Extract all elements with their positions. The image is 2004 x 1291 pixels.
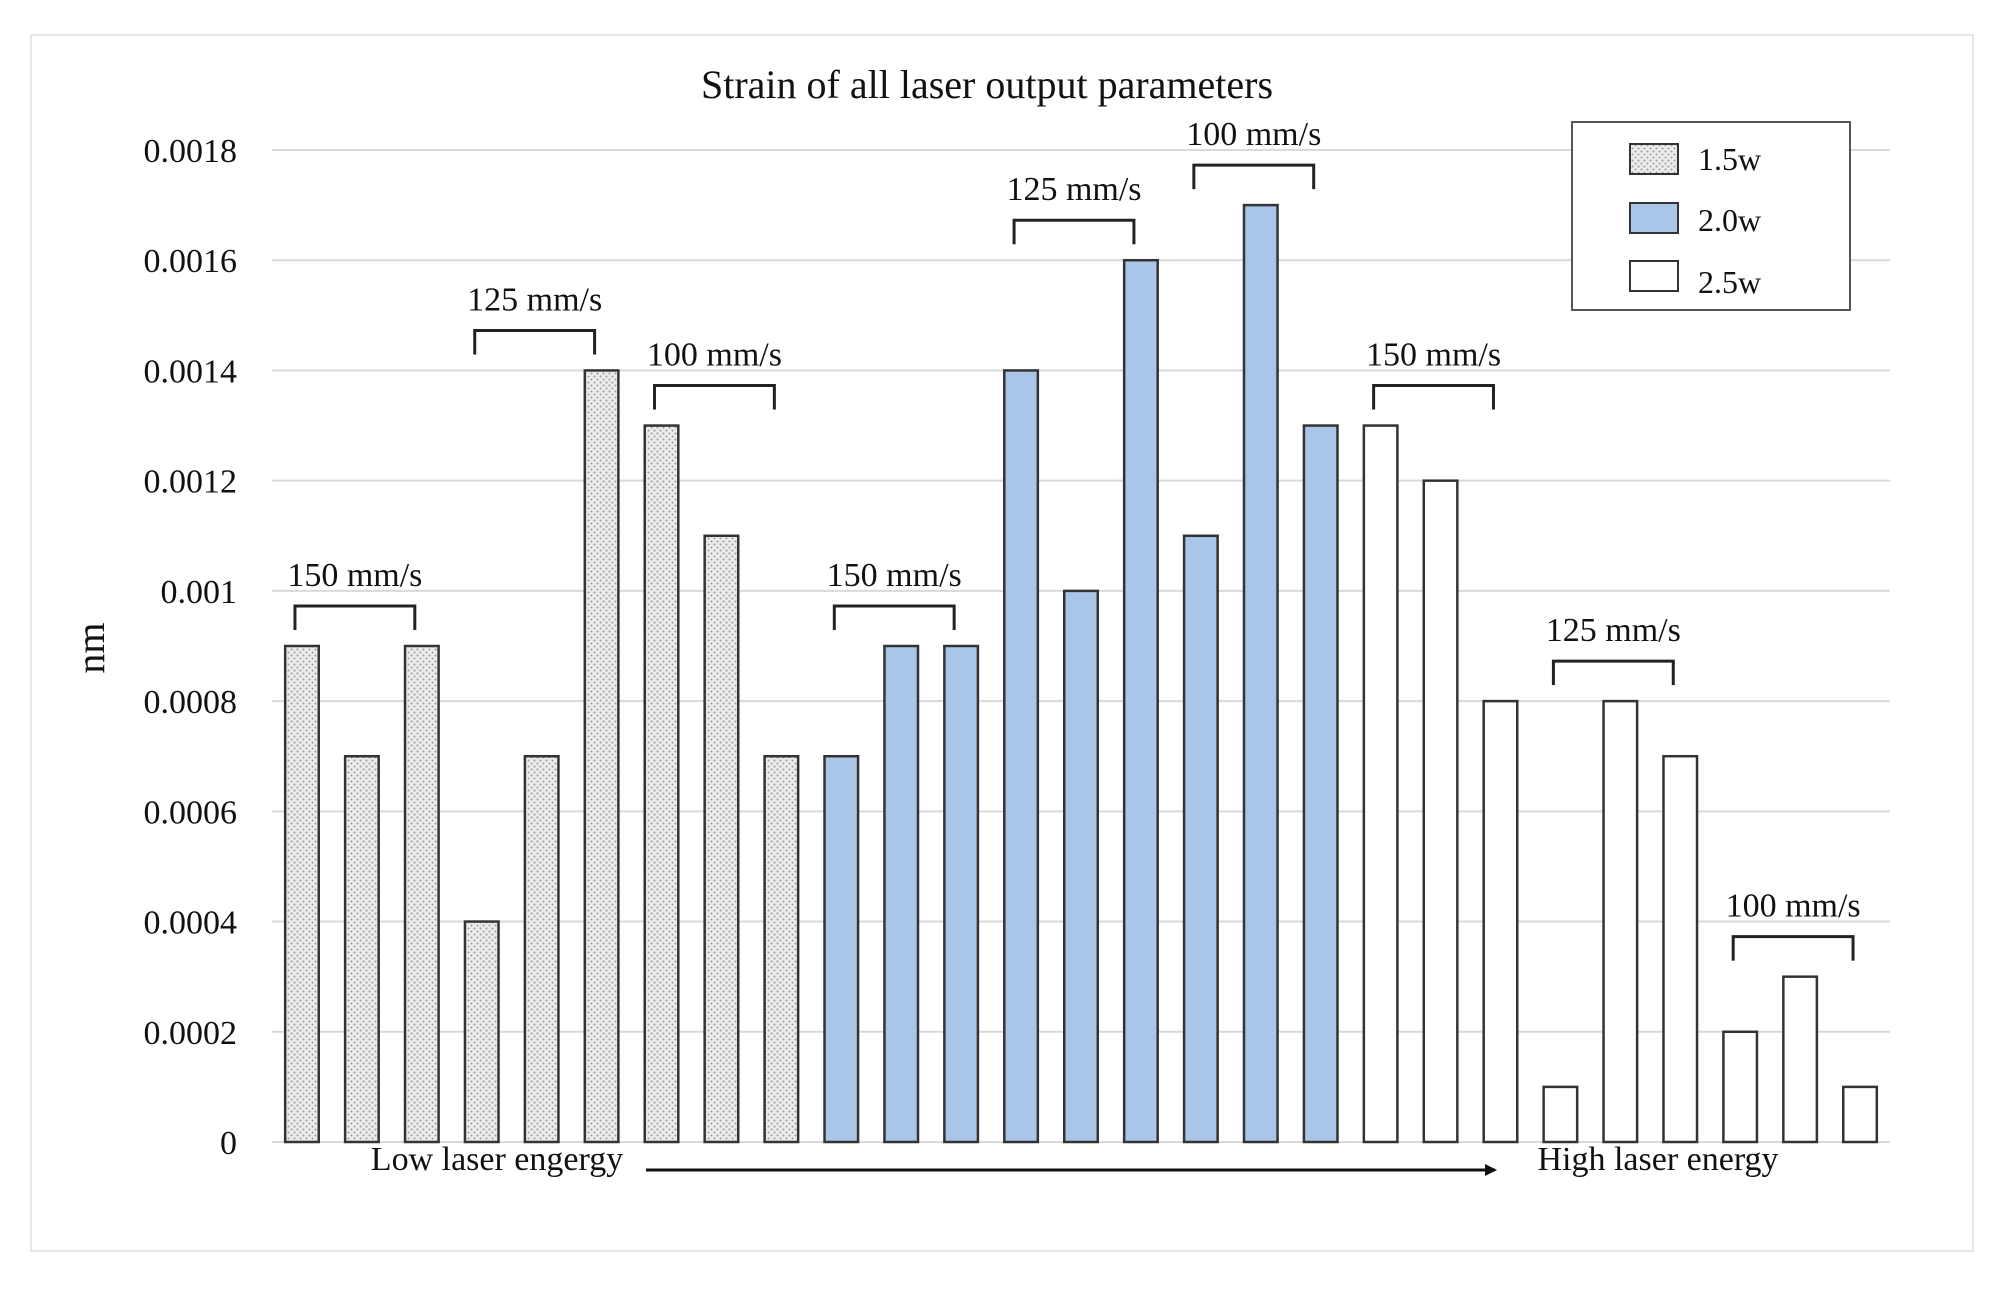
bar-2-0w-2 — [883, 644, 920, 1144]
y-tick-label: 0.0018 — [144, 133, 238, 170]
speed-bracket — [1551, 659, 1675, 686]
bar-2-5w-4 — [1542, 1085, 1579, 1144]
speed-bracket — [1372, 384, 1495, 410]
legend-box — [1571, 121, 1851, 311]
speed-label: 125 mm/s — [467, 281, 602, 318]
y-axis-title: nm — [68, 622, 113, 673]
speed-label: 150 mm/s — [827, 557, 962, 594]
chart-svg: Strain of all laser output parameters nm… — [68, 62, 1890, 1178]
legend: 1.5w 2.0w 2.5w — [1571, 121, 1851, 311]
bar-2-5w-2 — [1422, 479, 1459, 1144]
y-tick-label: 0.0014 — [144, 353, 238, 390]
speed-bracket — [1731, 935, 1855, 961]
legend-label-1-5w: 1.5w — [1698, 141, 1761, 177]
legend-swatch-1-5w — [1629, 143, 1679, 175]
energy-axis-annotation: Low laser engergy High laser energy — [371, 1141, 1779, 1178]
legend-swatch-2-5w — [1629, 260, 1679, 292]
chart-title: Strain of all laser output parameters — [701, 62, 1273, 107]
bar-2-0w-7 — [1182, 534, 1219, 1144]
bar-1-5w-6 — [583, 369, 620, 1144]
speed-bracket — [473, 328, 597, 355]
speed-bracket — [293, 604, 417, 630]
bar-2-0w-8 — [1242, 203, 1279, 1144]
bar-1-5w-1 — [283, 644, 320, 1144]
speed-label: 100 mm/s — [647, 337, 782, 374]
bar-1-5w-7 — [643, 424, 680, 1144]
y-tick-label: 0.0008 — [144, 684, 238, 721]
chart-frame: Strain of all laser output parameters nm… — [30, 34, 1974, 1252]
speed-bracket — [653, 384, 776, 410]
legend-label-2-5w: 2.5w — [1698, 264, 1761, 300]
bar-1-5w-9 — [763, 754, 800, 1144]
y-tick-label: 0.001 — [161, 574, 238, 611]
legend-swatch-2-0w — [1629, 202, 1679, 234]
speed-label: 150 mm/s — [287, 557, 422, 594]
bar-2-5w-6 — [1662, 754, 1699, 1144]
y-tick-label: 0.0012 — [144, 464, 238, 501]
bar-2-0w-5 — [1062, 589, 1100, 1144]
speed-bracket — [832, 604, 956, 630]
bar-1-5w-2 — [343, 754, 380, 1144]
speed-label: 100 mm/s — [1186, 116, 1321, 153]
speed-label: 100 mm/s — [1726, 888, 1861, 925]
y-tick-label: 0.0004 — [144, 905, 238, 942]
bar-2-5w-7 — [1722, 1030, 1759, 1144]
bar-1-5w-4 — [463, 920, 500, 1144]
speed-bracket — [1192, 163, 1316, 190]
speed-label: 150 mm/s — [1366, 337, 1501, 374]
speed-label: 125 mm/s — [1006, 171, 1141, 208]
legend-label-2-0w: 2.0w — [1698, 202, 1761, 238]
y-tick-label: 0.0002 — [144, 1015, 238, 1052]
bar-1-5w-3 — [403, 644, 440, 1144]
bar-2-5w-9 — [1842, 1085, 1879, 1144]
bar-2-5w-1 — [1362, 424, 1399, 1144]
speed-brackets: 150 mm/s 125 mm/s 100 mm/s 150 mm/s 125 mm/s… — [287, 116, 1861, 961]
bar-2-0w-3 — [943, 644, 980, 1144]
bar-2-5w-3 — [1482, 699, 1519, 1144]
bar-1-5w-5 — [523, 754, 560, 1144]
y-tick-label: 0.0016 — [144, 243, 238, 280]
y-tick-labels: 0 0.0002 0.0004 0.0006 0.0008 0.001 0.0012 0.00… — [144, 133, 238, 1162]
bars — [283, 203, 1879, 1144]
y-tick-label: 0 — [220, 1125, 237, 1162]
bar-1-5w-8 — [703, 534, 740, 1144]
low-energy-label: Low laser engergy — [371, 1141, 623, 1178]
speed-label: 125 mm/s — [1546, 612, 1681, 649]
bar-2-0w-6 — [1122, 258, 1159, 1144]
high-energy-label: High laser energy — [1537, 1141, 1778, 1178]
bar-2-0w-1 — [823, 754, 860, 1144]
y-tick-label: 0.0006 — [144, 794, 238, 831]
bar-2-0w-4 — [1003, 369, 1040, 1144]
bar-2-0w-9 — [1302, 424, 1339, 1144]
bar-2-5w-5 — [1602, 699, 1639, 1144]
bar-2-5w-8 — [1782, 975, 1819, 1144]
speed-bracket — [1012, 218, 1136, 245]
